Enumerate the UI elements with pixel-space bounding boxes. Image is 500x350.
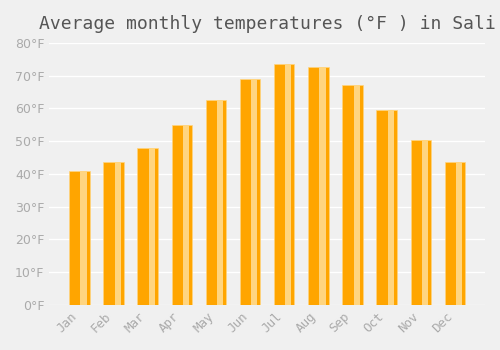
Bar: [217, 100, 223, 305]
Bar: [138, 148, 158, 305]
Bar: [104, 162, 124, 305]
Bar: [148, 148, 155, 305]
Title: Average monthly temperatures (°F ) in Sali: Average monthly temperatures (°F ) in Sa…: [39, 15, 496, 33]
Bar: [354, 85, 360, 305]
Bar: [376, 110, 397, 305]
Bar: [286, 64, 292, 305]
Bar: [422, 140, 428, 305]
Bar: [69, 171, 89, 305]
Bar: [251, 79, 258, 305]
Bar: [240, 79, 260, 305]
Bar: [80, 171, 86, 305]
Bar: [206, 100, 226, 305]
Bar: [274, 64, 294, 305]
Bar: [320, 68, 326, 305]
Bar: [114, 162, 120, 305]
Bar: [183, 125, 189, 305]
Bar: [342, 85, 363, 305]
Bar: [388, 110, 394, 305]
Bar: [172, 125, 192, 305]
Bar: [444, 162, 465, 305]
Bar: [410, 140, 431, 305]
Bar: [308, 68, 328, 305]
Bar: [456, 162, 462, 305]
